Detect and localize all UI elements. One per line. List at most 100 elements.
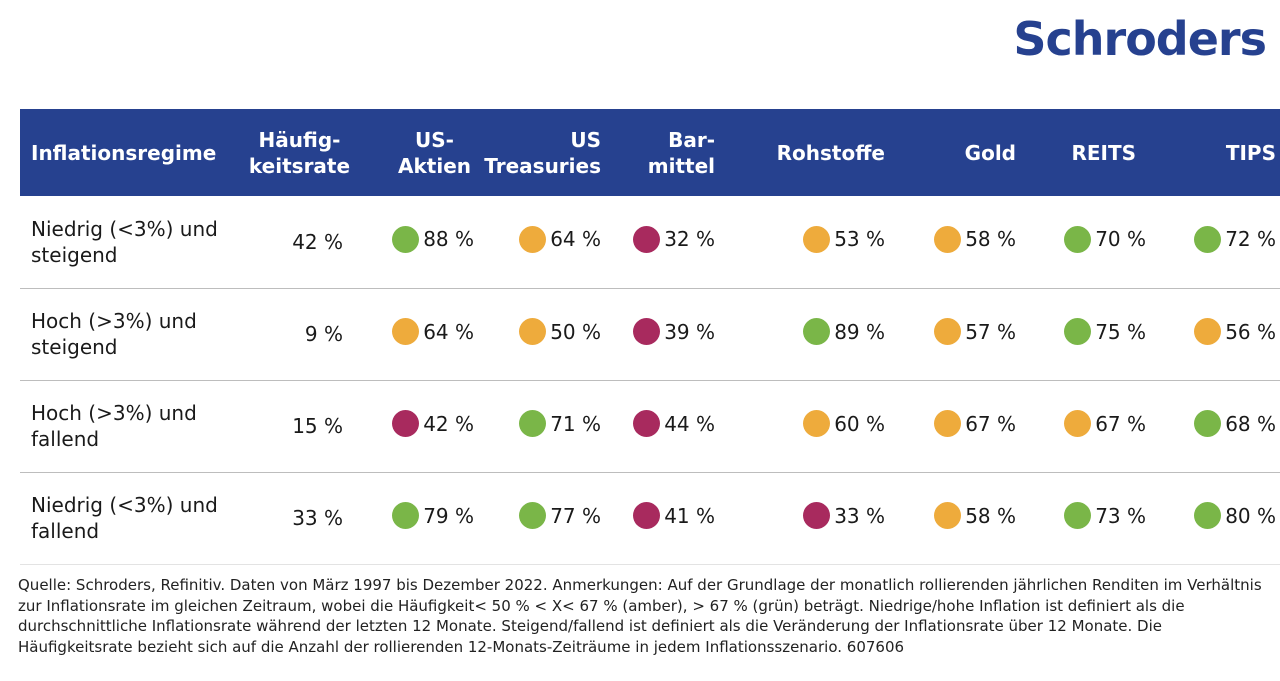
- asset-cell: 73 %: [1026, 472, 1156, 565]
- percent-label: 39 %: [664, 319, 715, 344]
- frequency-value: 33 %: [242, 472, 357, 565]
- asset-cell: 33 %: [725, 472, 895, 565]
- percent-label: 50 %: [550, 319, 601, 344]
- inflation-regime-table: Inflationsregime Häufig- keitsrate US- A…: [20, 109, 1280, 565]
- status-red-dot: [633, 502, 661, 529]
- asset-cell: 42 %: [357, 380, 484, 473]
- status-red-dot: [392, 410, 420, 437]
- asset-value: 41 %: [633, 502, 715, 529]
- asset-cell: 39 %: [611, 288, 725, 381]
- asset-value: 50 %: [519, 318, 601, 345]
- status-amber-dot: [519, 225, 547, 253]
- asset-value: 64 %: [519, 225, 601, 253]
- asset-value: 53 %: [803, 225, 885, 253]
- percent-label: 79 %: [423, 503, 474, 528]
- asset-cell: 80 %: [1156, 472, 1280, 565]
- status-amber-dot: [934, 410, 962, 437]
- column-header-inflationsregime: Inflationsregime: [31, 140, 217, 165]
- asset-cell: 75 %: [1026, 288, 1156, 381]
- regime-label: Hoch (>3%) und fallend: [20, 380, 242, 473]
- column-header-us-treasuries: US Treasuries: [484, 127, 601, 178]
- asset-cell: 72 %: [1156, 196, 1280, 289]
- asset-value: 79 %: [392, 502, 474, 529]
- status-amber-dot: [934, 225, 962, 253]
- table-header-row: Inflationsregime Häufig- keitsrate US- A…: [20, 109, 1280, 196]
- percent-label: 41 %: [664, 503, 715, 528]
- asset-cell: 67 %: [895, 380, 1026, 473]
- asset-value: 80 %: [1194, 502, 1276, 529]
- asset-value: 88 %: [392, 225, 474, 253]
- percent-label: 67 %: [965, 411, 1016, 436]
- asset-cell: 70 %: [1026, 196, 1156, 289]
- percent-label: 60 %: [834, 411, 885, 436]
- frequency-value: 15 %: [242, 380, 357, 473]
- percent-label: 57 %: [965, 319, 1016, 344]
- asset-cell: 44 %: [611, 380, 725, 473]
- percent-label: 67 %: [1095, 411, 1146, 436]
- status-amber-dot: [1064, 410, 1092, 437]
- status-red-dot: [633, 225, 661, 253]
- asset-value: 39 %: [633, 318, 715, 345]
- percent-label: 75 %: [1095, 319, 1146, 344]
- asset-value: 57 %: [934, 318, 1016, 345]
- asset-value: 75 %: [1064, 318, 1146, 345]
- table-row: Hoch (>3%) und fallend 15 % 42 % 71 % 44 % 60…: [20, 380, 1280, 473]
- asset-cell: 32 %: [611, 196, 725, 289]
- schroders-logo: Schroders: [1013, 12, 1267, 66]
- asset-cell: 41 %: [611, 472, 725, 565]
- percent-label: 77 %: [550, 503, 601, 528]
- asset-value: 64 %: [392, 318, 474, 345]
- asset-cell: 79 %: [357, 472, 484, 565]
- asset-cell: 89 %: [725, 288, 895, 381]
- asset-value: 42 %: [392, 410, 474, 437]
- status-amber-dot: [803, 410, 831, 437]
- percent-label: 88 %: [423, 227, 474, 252]
- percent-label: 89 %: [834, 319, 885, 344]
- asset-cell: 57 %: [895, 288, 1026, 381]
- status-green-dot: [1064, 318, 1092, 345]
- asset-value: 70 %: [1064, 225, 1146, 253]
- asset-value: 77 %: [519, 502, 601, 529]
- status-green-dot: [519, 410, 547, 437]
- percent-label: 58 %: [965, 503, 1016, 528]
- column-header-haeufigkeitsrate: Häufig- keitsrate: [248, 127, 351, 178]
- asset-value: 67 %: [934, 410, 1016, 437]
- column-header-gold: Gold: [964, 140, 1016, 165]
- status-green-dot: [1194, 410, 1222, 437]
- status-green-dot: [1064, 502, 1092, 529]
- status-amber-dot: [1194, 318, 1222, 345]
- asset-value: 33 %: [803, 502, 885, 529]
- asset-value: 72 %: [1194, 225, 1276, 253]
- asset-cell: 60 %: [725, 380, 895, 473]
- column-header-barmittel: Bar- mittel: [647, 127, 715, 178]
- percent-label: 58 %: [965, 227, 1016, 252]
- percent-label: 33 %: [834, 503, 885, 528]
- asset-value: 89 %: [803, 318, 885, 345]
- status-amber-dot: [934, 318, 962, 345]
- percent-label: 44 %: [664, 411, 715, 436]
- asset-cell: 77 %: [484, 472, 611, 565]
- status-green-dot: [1064, 225, 1092, 253]
- asset-cell: 71 %: [484, 380, 611, 473]
- asset-cell: 67 %: [1026, 380, 1156, 473]
- asset-value: 58 %: [934, 502, 1016, 529]
- percent-label: 68 %: [1225, 411, 1276, 436]
- percent-label: 73 %: [1095, 503, 1146, 528]
- percent-label: 64 %: [550, 227, 601, 252]
- status-green-dot: [519, 502, 547, 529]
- table-body: Niedrig (<3%) und steigend 42 % 88 % 64 % 32…: [20, 196, 1280, 565]
- asset-cell: 64 %: [484, 196, 611, 289]
- asset-cell: 68 %: [1156, 380, 1280, 473]
- asset-value: 67 %: [1064, 410, 1146, 437]
- column-header-rohstoffe: Rohstoffe: [776, 140, 885, 165]
- frequency-value: 9 %: [242, 288, 357, 381]
- table-row: Niedrig (<3%) und fallend 33 % 79 % 77 % 41 …: [20, 472, 1280, 565]
- asset-cell: 58 %: [895, 472, 1026, 565]
- status-green-dot: [392, 502, 420, 529]
- percent-label: 64 %: [423, 319, 474, 344]
- percent-label: 72 %: [1225, 227, 1276, 252]
- status-red-dot: [633, 318, 661, 345]
- status-red-dot: [633, 410, 661, 437]
- regime-label: Hoch (>3%) und steigend: [20, 288, 242, 381]
- asset-cell: 58 %: [895, 196, 1026, 289]
